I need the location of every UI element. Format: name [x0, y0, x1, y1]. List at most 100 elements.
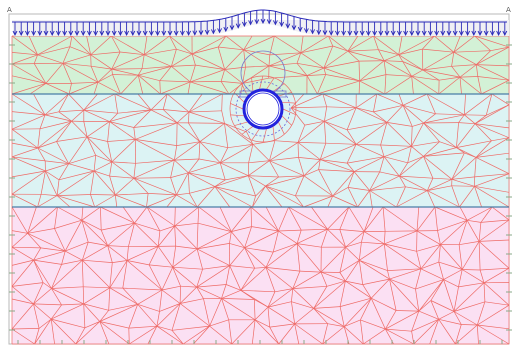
corner-marker-right: A	[506, 6, 511, 14]
mesh-edge-2-216	[202, 265, 230, 270]
mesh-edge-2-444	[477, 324, 510, 330]
mesh-edge-1-372	[405, 186, 428, 191]
mesh-edge-2-315	[453, 282, 485, 312]
mesh-edge-2-172	[345, 246, 360, 261]
mesh-edge-0-219	[439, 76, 461, 81]
load-arrowhead-55	[353, 30, 359, 37]
tunnel-inner-ring	[246, 92, 280, 126]
mesh-edge-0-78	[171, 53, 193, 67]
mesh-edge-0-127	[97, 68, 112, 83]
mesh-edge-0-161	[402, 61, 423, 71]
mesh-edge-2-373	[418, 310, 439, 320]
layer-lower-region[interactable]	[12, 207, 509, 344]
mesh-edge-1-73	[188, 111, 225, 124]
mesh-edge-2-236	[345, 260, 360, 282]
tunnel-lining[interactable]	[242, 88, 284, 130]
mesh-edge-1-59	[83, 109, 118, 114]
load-arrowhead-19	[130, 30, 136, 37]
mesh-edge-2-170	[345, 241, 362, 248]
mesh-edge-1-226	[135, 159, 175, 164]
mesh-edge-2-217	[196, 269, 203, 288]
mesh-edge-1-156	[37, 141, 57, 149]
load-arrowhead-75	[477, 30, 483, 37]
mesh-edge-1-173	[174, 141, 201, 161]
mesh-edge-2-325	[33, 303, 52, 320]
load-arrowhead-10	[74, 30, 80, 37]
mesh-edge-2-429	[360, 319, 386, 330]
mesh-edge-1-373	[396, 186, 406, 208]
mesh-edge-2-100	[301, 228, 328, 231]
mesh-edge-2-277	[180, 285, 197, 288]
distributed-surface-load[interactable]	[12, 9, 509, 37]
mesh-edge-0-170	[476, 64, 510, 67]
mesh-edge-2-158	[244, 247, 274, 253]
mesh-edge-0-32	[274, 35, 301, 54]
mesh-edge-1-276	[56, 179, 60, 196]
mesh-edge-1-8	[68, 93, 85, 111]
mesh-edge-1-47	[485, 93, 493, 116]
mesh-edge-2-28	[219, 206, 232, 232]
mesh-edge-2-393	[84, 321, 100, 329]
mesh-edge-0-218	[411, 76, 439, 95]
mesh-edge-2-93	[231, 231, 245, 248]
mesh-edge-0-72	[111, 54, 145, 70]
mesh-edge-1-281	[109, 175, 134, 179]
mesh-edge-1-202	[423, 141, 440, 157]
mesh-edge-1-16	[137, 93, 152, 111]
mesh-edge-1-254	[379, 156, 385, 172]
mesh-edge-2-345	[203, 298, 210, 327]
mesh-edge-2-58	[459, 206, 468, 221]
mesh-edge-0-214	[384, 74, 387, 95]
mesh-edge-1-93	[464, 114, 487, 116]
mesh-edge-2-111	[363, 231, 385, 245]
mesh-edge-2-152	[197, 243, 230, 250]
mesh-edge-1-258	[399, 156, 424, 177]
mesh-edge-1-224	[109, 161, 113, 177]
mesh-edge-2-426	[344, 319, 361, 327]
mesh-edge-0-134	[171, 64, 196, 67]
mesh-edge-0-106	[422, 48, 454, 53]
mesh-edge-1-204	[456, 140, 492, 148]
mesh-edge-1-307	[332, 171, 355, 197]
mesh-edge-2-72	[64, 220, 83, 252]
mesh-edge-2-64	[11, 230, 28, 234]
mesh-edge-1-110	[83, 121, 88, 137]
mesh-edge-1-107	[56, 120, 72, 142]
mesh-edge-1-265	[476, 152, 510, 158]
mesh-edge-2-349	[221, 298, 256, 321]
mesh-edge-0-221	[438, 76, 461, 95]
mesh-edge-2-155	[229, 243, 245, 249]
mesh-edge-0-114	[476, 46, 510, 65]
mesh-edge-2-32	[250, 206, 279, 232]
mesh-edge-0-38	[328, 35, 349, 52]
mesh-edge-2-53	[416, 206, 436, 232]
mesh-edge-1-178	[219, 147, 229, 163]
mesh-edge-1-363	[332, 187, 349, 197]
mesh-edge-1-33	[355, 93, 377, 109]
mesh-edge-2-99	[278, 230, 298, 244]
mesh-edge-2-252	[480, 267, 510, 271]
mesh-edge-1-148	[456, 123, 476, 148]
mesh-edge-1-331	[37, 194, 42, 208]
mesh-edge-2-375	[430, 300, 440, 320]
mesh-edge-0-112	[490, 46, 510, 52]
mesh-edge-1-2	[11, 93, 46, 116]
mesh-edge-0-207	[325, 74, 360, 82]
mesh-edge-2-356	[291, 301, 314, 309]
mesh-edge-1-149	[475, 123, 510, 129]
mesh-edge-1-238	[248, 160, 270, 164]
mesh-edge-1-228	[133, 159, 175, 179]
mesh-edge-2-265	[83, 286, 110, 289]
mesh-edge-2-133	[33, 250, 66, 261]
mesh-edge-2-238	[358, 260, 364, 285]
mesh-edge-1-278	[93, 170, 110, 177]
mesh-edge-2-289	[274, 288, 293, 293]
mesh-edge-1-314	[399, 175, 433, 179]
mesh-edge-0-102	[383, 54, 399, 62]
load-arrowhead-32	[210, 29, 216, 35]
mesh-edge-1-277	[56, 170, 95, 196]
mesh-edge-2-142	[107, 245, 128, 261]
excavation-dashed-circle	[235, 81, 291, 137]
